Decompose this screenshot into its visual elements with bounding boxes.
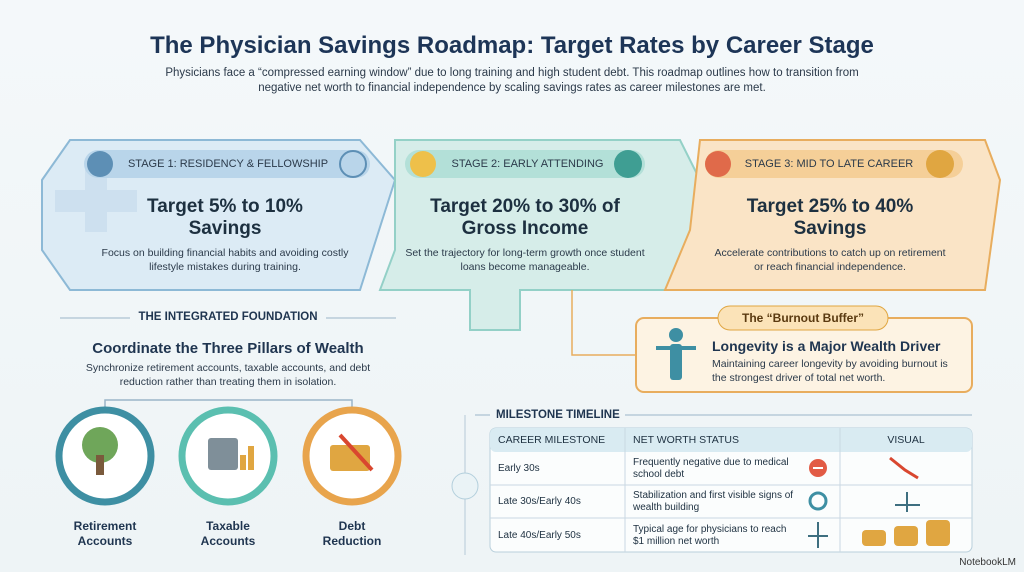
connector: [571, 290, 640, 356]
icon: [410, 151, 436, 177]
column-header: NET WORTH STATUS: [633, 434, 739, 446]
card-icon: [330, 445, 370, 471]
page-subtitle: Physicians face a “compressed earning wi…: [165, 67, 859, 94]
page-title: The Physician Savings Roadmap: Target Ra…: [150, 32, 874, 59]
scale-icon: [808, 522, 828, 548]
burnout-description: Maintaining career longevity by avoiding…: [712, 358, 948, 384]
chart-icon: [248, 446, 254, 470]
stage-target: Target 20% to 30% of Gross Income: [430, 196, 620, 239]
coin-stack: [926, 520, 950, 546]
stage-label: STAGE 3: MID TO LATE CAREER: [744, 158, 914, 170]
label-pill: [705, 150, 963, 178]
icon: [705, 151, 731, 177]
visual-icon: [895, 492, 920, 512]
pillar-label: Taxable Accounts: [200, 519, 256, 548]
status-cell: Typical age for physicians to reach $1 m…: [633, 524, 787, 547]
cross-icon: [55, 170, 137, 232]
status-cell: Stabilization and first visible signs of…: [633, 490, 794, 513]
tree-icon: [82, 427, 118, 463]
tree-icon: [96, 455, 104, 475]
icon: [339, 150, 367, 178]
chart-icon: [240, 455, 246, 470]
pillar-label: Debt Reduction: [322, 519, 382, 548]
table-header: [490, 428, 972, 452]
column-header: CAREER MILESTONE: [498, 434, 606, 446]
stage-target: Target 25% to 40% Savings: [746, 196, 914, 239]
milestone-cell: Late 30s/Early 40s: [498, 496, 581, 507]
tag-pill: [717, 305, 889, 331]
status-icon: [808, 491, 828, 511]
connector: [104, 399, 353, 410]
stage-description: Set the trajectory for long-term growth …: [405, 247, 645, 273]
stage-target: Target 5% to 10% Savings: [147, 196, 303, 239]
section-title: Coordinate the Three Pillars of Wealth: [92, 340, 364, 357]
icon: [614, 150, 642, 178]
label-pill: [84, 150, 370, 178]
stage-label: STAGE 2: EARLY ATTENDING: [451, 158, 604, 170]
visual-icon: [889, 456, 919, 480]
coin-stack: [862, 530, 886, 546]
label-pill: [405, 150, 645, 178]
stage-banner: [378, 139, 702, 331]
burnout-tag: The “Burnout Buffer”: [742, 311, 864, 325]
pillar-label: Retirement Accounts: [73, 519, 137, 548]
brand: NotebookLM: [959, 557, 1016, 568]
icon: [87, 151, 113, 177]
stage-label: STAGE 1: RESIDENCY & FELLOWSHIP: [127, 158, 329, 170]
section-description: Synchronize retirement accounts, taxable…: [85, 362, 371, 388]
stage-description: Accelerate contributions to catch up on …: [714, 247, 946, 273]
timeline-heading: MILESTONE TIMELINE: [496, 409, 620, 421]
coin-stack: [894, 526, 918, 546]
section-heading: THE INTEGRATED FOUNDATION: [138, 311, 318, 323]
stage-description: Focus on building financial habits and a…: [101, 247, 349, 273]
arrow-icon: [338, 433, 374, 472]
timeline-node: [451, 472, 479, 500]
milestone-cell: Early 30s: [498, 463, 540, 474]
status-cell: Frequently negative due to medical schoo…: [633, 457, 789, 480]
icon: [926, 150, 954, 178]
person-icon: [669, 328, 683, 342]
burnout-title: Longevity is a Major Wealth Driver: [712, 338, 941, 354]
safe-icon: [208, 438, 238, 470]
column-header: VISUAL: [887, 434, 925, 446]
milestone-cell: Late 40s/Early 50s: [498, 530, 581, 541]
person-icon: [670, 344, 682, 380]
